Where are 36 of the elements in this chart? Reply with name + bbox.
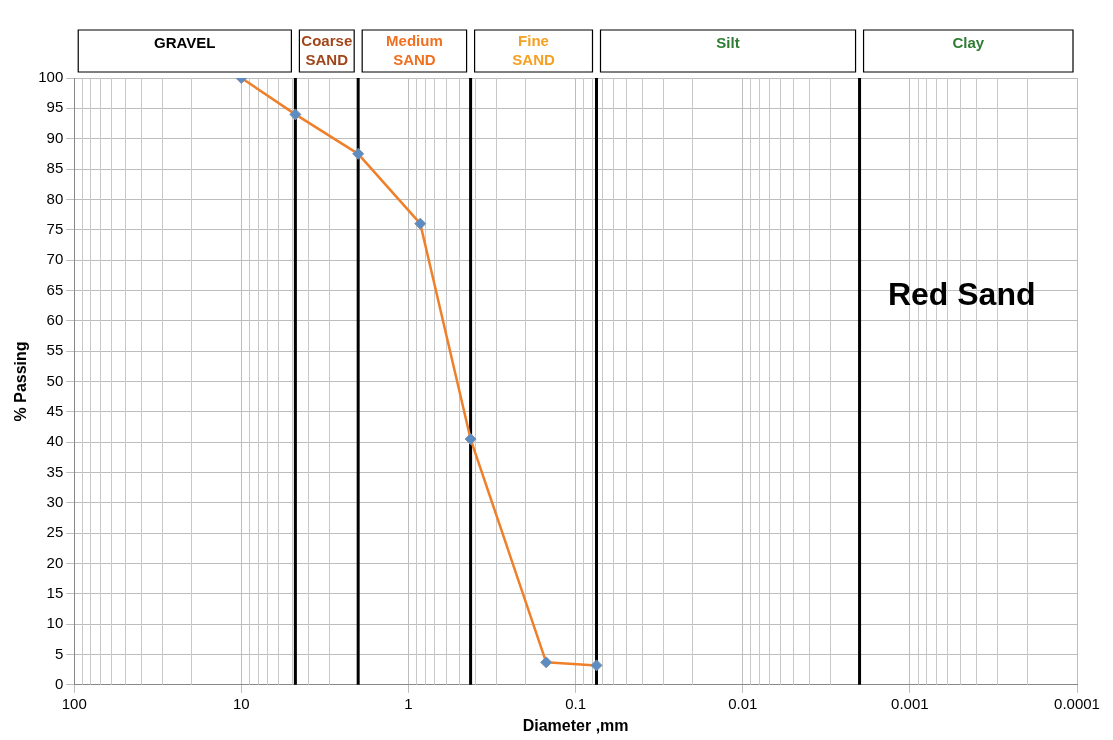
y-tick-label: 80 [46,189,64,207]
y-tick-label: 85 [46,159,64,177]
y-tick-label: 20 [46,553,64,571]
y-tick-label: 55 [46,341,64,359]
x-tick-label: 10 [233,694,250,712]
y-tick-label: 40 [46,432,64,450]
y-tick-label: 10 [46,614,64,632]
x-tick-label: 0.001 [891,694,929,712]
x-tick-label: 0.01 [728,694,758,712]
y-tick-label: 70 [46,250,64,268]
y-tick-label: 50 [46,371,64,389]
x-tick-label: 0.1 [565,694,587,712]
y-tick-label: 90 [46,128,64,146]
y-tick-label: 25 [46,523,64,541]
y-tick-label: 45 [46,401,64,419]
x-axis-title: Diameter ,mm [522,716,629,734]
y-tick-label: 60 [46,310,64,328]
text: Medium SAND [386,32,443,69]
text: Fine SAND [512,32,555,69]
text: Coarse SAND [301,32,353,69]
text: Silt [716,34,740,52]
y-tick-label: 5 [54,644,64,662]
y-tick-label: 30 [46,492,64,510]
y-tick-label: 0 [54,674,64,692]
y-tick-label: 65 [46,280,64,298]
y-tick-label: 75 [46,219,64,237]
y-tick-label: 95 [46,98,64,116]
x-tick-label: 1 [404,694,413,712]
y-axis-title: % Passing [12,341,30,422]
y-tick-label: 35 [46,462,64,480]
x-tick-label: 0.0001 [1054,694,1100,712]
text: Clay [952,34,985,52]
y-tick-label: 15 [46,583,64,601]
text: GRAVEL [154,34,216,52]
y-tick-label: 100 [38,68,64,86]
annotation: Red Sand [887,276,1036,313]
